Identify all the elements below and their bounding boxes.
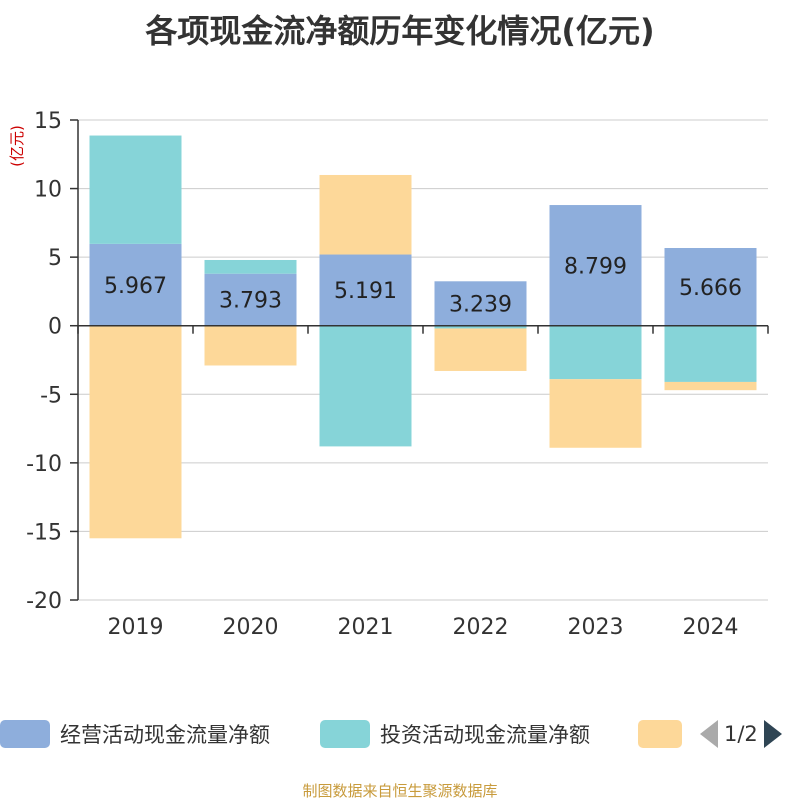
legend-swatch-investing <box>320 720 370 748</box>
axes: 15 10 5 0 -5 -10 -15 -20 (亿元) 2019 2020 2021 2022 202… <box>8 109 769 640</box>
x-tick-label: 2019 <box>108 615 164 640</box>
x-tick-label: 2022 <box>453 615 509 640</box>
chart-title: 各项现金流净额历年变化情况(亿元) <box>145 12 655 50</box>
legend-item-third[interactable] <box>638 716 692 752</box>
bar-third <box>204 325 297 366</box>
data-label: 5.191 <box>334 279 397 304</box>
data-label: 5.967 <box>104 274 167 299</box>
bar-third <box>319 174 412 255</box>
x-tick-label: 2023 <box>568 615 624 640</box>
legend-label-investing: 投资活动现金流量净额 <box>380 723 590 747</box>
data-labels: 5.967 3.793 5.191 3.239 8.799 5.666 <box>104 254 742 317</box>
y-tick-label: 10 <box>34 178 62 203</box>
legend-swatch-operating <box>0 720 50 748</box>
data-label: 3.793 <box>219 289 282 314</box>
data-label: 5.666 <box>679 276 742 301</box>
source-note: 制图数据来自恒生聚源数据库 <box>302 782 498 800</box>
legend-next-icon[interactable] <box>763 720 782 748</box>
bar-investing <box>89 135 182 244</box>
bar-investing <box>434 325 527 329</box>
x-tick-label: 2021 <box>338 615 394 640</box>
bar-third <box>664 381 757 391</box>
legend-item-investing[interactable]: 投资活动现金流量净额 <box>320 716 590 752</box>
x-tick-label: 2024 <box>683 615 739 640</box>
y-tick-label: -20 <box>26 589 62 614</box>
legend-page-indicator: 1/2 <box>724 722 758 746</box>
legend-label-operating: 经营活动现金流量净额 <box>60 723 270 747</box>
y-tick-label: 5 <box>48 246 62 271</box>
legend-prev-icon[interactable] <box>700 720 718 748</box>
legend: 经营活动现金流量净额 投资活动现金流量净额 1/2 <box>0 716 800 752</box>
x-tick-label: 2020 <box>223 615 279 640</box>
bars <box>89 135 757 539</box>
data-label: 8.799 <box>564 254 627 279</box>
bar-investing <box>204 259 297 274</box>
bar-investing <box>319 325 412 447</box>
y-tick-label: 15 <box>34 109 62 134</box>
bar-operating <box>319 254 412 326</box>
y-tick-label: -10 <box>26 452 62 477</box>
data-label: 3.239 <box>449 293 512 318</box>
bar-operating <box>204 273 297 326</box>
bar-investing <box>549 325 642 380</box>
grid-lines <box>78 119 768 601</box>
bar-third <box>89 325 182 539</box>
bar-investing <box>664 325 757 382</box>
y-tick-label: -15 <box>26 520 62 545</box>
y-tick-label: -5 <box>40 383 62 408</box>
legend-item-operating[interactable]: 经营活动现金流量净额 <box>0 716 270 752</box>
bar-operating <box>549 205 642 326</box>
legend-swatch-third <box>638 720 682 748</box>
bar-operating <box>664 248 757 326</box>
bar-operating <box>89 243 182 326</box>
y-axis-unit-label: (亿元) <box>8 125 26 167</box>
bar-third <box>549 379 642 448</box>
legend-pager: 1/2 <box>700 716 782 752</box>
bar-third <box>434 328 527 371</box>
bar-operating <box>434 281 527 326</box>
y-tick-label: 0 <box>48 315 62 340</box>
